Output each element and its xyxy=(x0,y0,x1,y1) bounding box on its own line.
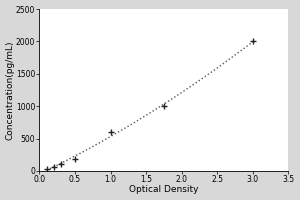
Y-axis label: Concentration(pg/mL): Concentration(pg/mL) xyxy=(6,40,15,140)
X-axis label: Optical Density: Optical Density xyxy=(129,185,199,194)
